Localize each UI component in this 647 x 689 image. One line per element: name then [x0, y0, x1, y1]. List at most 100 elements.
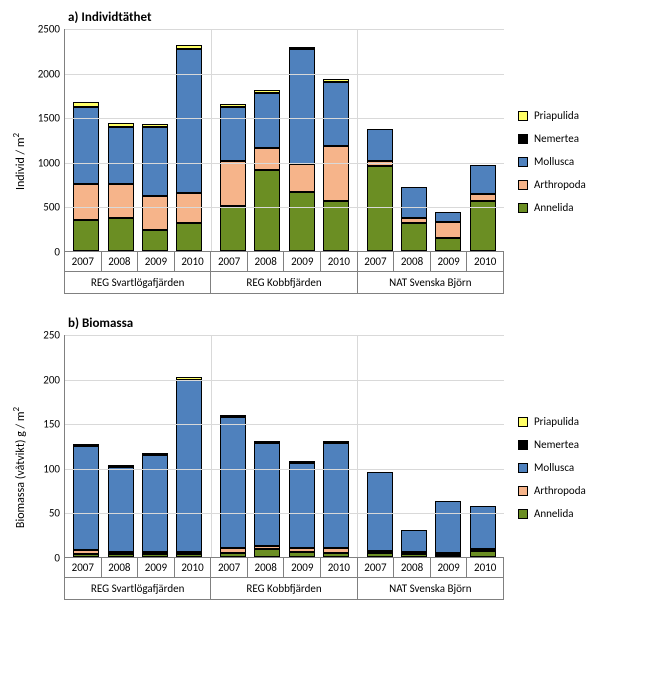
legend-swatch: [518, 134, 528, 144]
x-group-label: NAT Svenska Björn: [358, 577, 503, 599]
x-year-label: 2010: [321, 252, 357, 271]
legend-swatch: [518, 203, 528, 213]
bar-segment-arthropoda: [323, 146, 349, 201]
bar-segment-mollusca: [367, 129, 393, 161]
legend-item: Arthropoda: [518, 484, 624, 497]
gridline: [65, 380, 504, 381]
x-years-row: 2007200820092010: [358, 252, 503, 271]
x-years-row: 2007200820092010: [65, 558, 210, 577]
panel-b-plot-wrap: 2007200820092010REG Svartlögafjärden2007…: [64, 335, 504, 600]
legend-label: Mollusca: [534, 155, 574, 168]
x-year-label: 2008: [102, 252, 139, 271]
x-year-label: 2007: [65, 252, 102, 271]
bar-segment-annelida: [108, 218, 134, 251]
legend-label: Nemertea: [534, 132, 579, 145]
bar: [435, 501, 461, 557]
bar-segment-annelida: [470, 551, 496, 557]
legend-swatch: [518, 440, 528, 450]
bar-segment-mollusca: [73, 446, 99, 550]
bar-segment-arthropoda: [142, 196, 168, 230]
x-year-label: 2009: [431, 252, 468, 271]
x-year-label: 2009: [431, 558, 468, 577]
x-year-label: 2008: [248, 558, 285, 577]
bar-segment-annelida: [289, 552, 315, 557]
y-tick-label: 1000: [38, 156, 60, 169]
panel-a-ylabel: Individ / m2: [10, 29, 30, 294]
panel-b-ylabel-text: Biomassa (våtvikt) g / m2: [12, 407, 29, 528]
legend-swatch: [518, 486, 528, 496]
bar: [220, 104, 246, 251]
bar-segment-annelida: [108, 554, 134, 557]
y-tick-label: 250: [43, 329, 60, 342]
bar-segment-mollusca: [401, 187, 427, 218]
bar: [176, 377, 202, 557]
bar-segment-annelida: [367, 553, 393, 557]
bar-segment-arthropoda: [254, 148, 280, 169]
gridline: [65, 469, 504, 470]
gridline: [65, 424, 504, 425]
panel-a-legend: PriapulidaNemerteaMolluscaArthropodaAnne…: [504, 29, 624, 294]
bar-group: [212, 29, 359, 251]
y-tick-label: 100: [43, 462, 60, 475]
panel-a-groups: [65, 29, 504, 251]
y-tick-label: 2000: [38, 67, 60, 80]
bar-segment-annelida: [254, 549, 280, 557]
legend-item: Annelida: [518, 507, 624, 520]
bar-segment-annelida: [435, 555, 461, 557]
legend-swatch: [518, 157, 528, 167]
bar-segment-arthropoda: [220, 161, 246, 206]
bar: [73, 102, 99, 251]
legend-label: Priapulida: [534, 415, 579, 428]
panel-b-ylabel: Biomassa (våtvikt) g / m2: [10, 335, 30, 600]
panel-gap: [10, 294, 637, 316]
bar-segment-arthropoda: [470, 194, 496, 201]
x-year-label: 2010: [175, 558, 211, 577]
bar: [108, 465, 134, 557]
legend-item: Nemertea: [518, 438, 624, 451]
bar-segment-annelida: [220, 206, 246, 251]
bar-segment-annelida: [323, 201, 349, 251]
bar-segment-mollusca: [470, 165, 496, 194]
bar: [289, 461, 315, 557]
x-year-label: 2010: [467, 558, 503, 577]
y-tick-label: 50: [49, 507, 60, 520]
panel-a-xaxis: 2007200820092010REG Svartlögafjärden2007…: [64, 252, 504, 294]
bar-segment-mollusca: [176, 380, 202, 552]
x-group: 2007200820092010REG Kobbfjärden: [211, 558, 357, 600]
bar: [254, 441, 280, 557]
legend-item: Mollusca: [518, 461, 624, 474]
panel-b-plot: [64, 335, 504, 558]
x-year-label: 2009: [284, 252, 321, 271]
bar: [323, 441, 349, 557]
x-year-label: 2007: [65, 558, 102, 577]
panel-b-legend: Priapulida Nemertea Mollusca Arthropoda Anne…: [504, 335, 624, 600]
gridline: [65, 29, 504, 30]
gridline: [65, 207, 504, 208]
bar-segment-annelida: [142, 554, 168, 557]
bar: [220, 415, 246, 557]
bar-segment-mollusca: [470, 506, 496, 549]
bar: [323, 79, 349, 251]
panel-a-yticks: 05001000150020002500: [30, 29, 64, 252]
x-year-label: 2008: [102, 558, 139, 577]
y-tick-label: 0: [54, 552, 60, 565]
bar-segment-mollusca: [367, 472, 393, 550]
gridline: [65, 74, 504, 75]
x-group: 2007200820092010NAT Svenska Björn: [358, 558, 504, 600]
bar-group: [358, 335, 504, 557]
x-group: 2007200820092010REG Kobbfjärden: [211, 252, 357, 294]
panel-b-yticks: 050100150200250: [30, 335, 64, 558]
x-years-row: 2007200820092010: [358, 558, 503, 577]
bar-segment-annelida: [323, 553, 349, 557]
legend-item: Priapulida: [518, 109, 624, 122]
bar-segment-annelida: [289, 192, 315, 251]
legend-item: Priapulida: [518, 415, 624, 428]
y-tick-label: 1500: [38, 112, 60, 125]
bar: [401, 530, 427, 557]
legend-label: Annelida: [534, 507, 574, 520]
x-group: 2007200820092010REG Svartlögafjärden: [64, 252, 211, 294]
bar: [142, 124, 168, 251]
panel-a-ylabel-text: Individ / m2: [12, 133, 29, 190]
bar: [254, 90, 280, 251]
bar-segment-annelida: [401, 554, 427, 557]
